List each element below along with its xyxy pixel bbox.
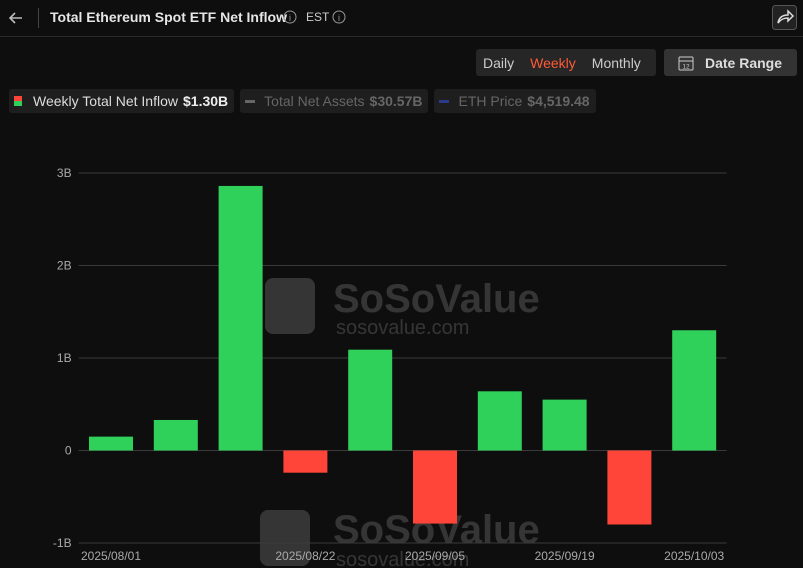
bar	[542, 399, 587, 451]
legend-item[interactable]: Total Net Assets $30.57B	[240, 89, 429, 113]
watermark-brand: SoSoValue	[333, 277, 540, 321]
legend-item[interactable]: Weekly Total Net Inflow $1.30B	[9, 89, 235, 113]
bar	[153, 419, 198, 451]
back-button[interactable]	[6, 8, 26, 28]
bar	[348, 349, 393, 451]
legend-name: Total Net Assets	[264, 93, 365, 109]
legend-name: Weekly Total Net Inflow	[33, 93, 178, 109]
watermark: SoSoValue sosovalue.com SoSoValue sosova…	[260, 277, 540, 568]
svg-text:i: i	[338, 13, 340, 23]
y-tick-label: 3B	[57, 166, 72, 180]
date-range-button[interactable]: 12 Date Range	[664, 49, 797, 76]
y-tick-label: 0	[65, 444, 72, 458]
page-title: Total Ethereum Spot ETF Net Inflow	[50, 9, 287, 25]
top-bar: Total Ethereum Spot ETF Net Inflow i EST…	[0, 0, 803, 37]
y-tick-label: -1B	[53, 536, 72, 550]
timezone[interactable]: EST	[306, 10, 330, 24]
svg-text:i: i	[289, 13, 291, 23]
x-tick-label: 2025/08/01	[81, 549, 141, 563]
period-toggle: Daily Weekly Monthly	[476, 49, 656, 76]
x-tick-label: 2025/10/03	[664, 549, 724, 563]
legend-value: $1.30B	[183, 93, 229, 109]
bar	[672, 330, 717, 451]
date-range-label: Date Range	[705, 55, 783, 71]
legend-name: ETH Price	[458, 93, 523, 109]
bar	[283, 450, 328, 473]
y-tick-label: 2B	[57, 259, 72, 273]
legend-swatch	[245, 100, 256, 103]
info-icon[interactable]: i	[283, 10, 297, 24]
period-button[interactable]: Weekly	[530, 55, 576, 71]
divider	[38, 8, 39, 28]
bar	[607, 450, 652, 525]
legend-value: $30.57B	[369, 93, 423, 109]
share-button[interactable]	[772, 5, 797, 30]
calendar-icon: 12	[678, 56, 694, 71]
bar	[89, 436, 133, 451]
watermark-site: sosovalue.com	[336, 317, 469, 339]
x-tick-label: 2025/09/19	[535, 549, 595, 563]
period-button[interactable]: Monthly	[591, 55, 641, 71]
x-tick-label: 2025/08/22	[275, 549, 335, 563]
legend-value: $4,519.48	[527, 93, 590, 109]
y-tick-label: 1B	[57, 351, 72, 365]
period-button[interactable]: Daily	[483, 55, 515, 71]
bar	[218, 185, 263, 451]
bar	[477, 391, 522, 451]
svg-text:12: 12	[682, 64, 690, 71]
legend-item[interactable]: ETH Price $4,519.48	[434, 89, 596, 113]
bar	[413, 450, 457, 524]
x-tick-label: 2025/09/05	[405, 549, 465, 563]
legend-swatch	[14, 96, 22, 106]
info-icon[interactable]: i	[332, 10, 346, 24]
watermark-site: sosovalue.com	[336, 549, 469, 568]
legend-swatch	[439, 100, 450, 103]
